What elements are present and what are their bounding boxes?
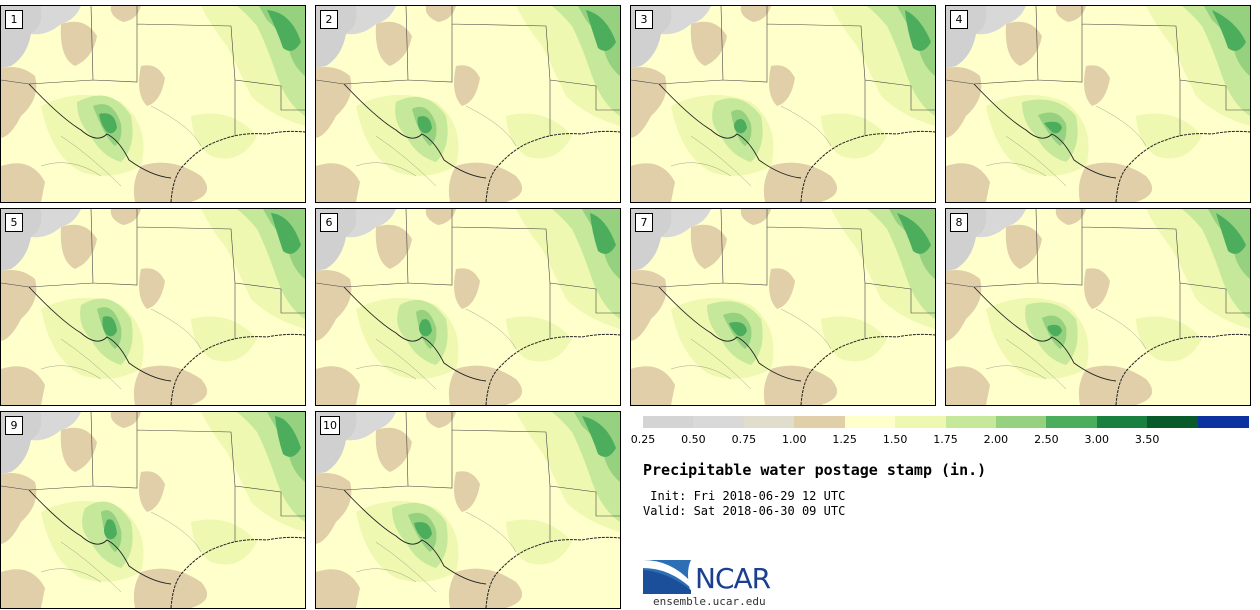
colorbar-segment — [945, 416, 997, 428]
colorbar-segment — [1046, 416, 1098, 428]
map-panel: 8 — [945, 208, 1251, 406]
ncar-logo-icon — [643, 560, 691, 594]
map-panel: 2 — [315, 5, 621, 203]
colorbar-tick-label: 1.75 — [933, 433, 958, 446]
colorbar-tick-label: 1.25 — [832, 433, 857, 446]
panel-number: 6 — [320, 213, 338, 232]
logo-name: NCAR — [695, 562, 771, 595]
panel-number: 2 — [320, 10, 338, 29]
init-time: Init: Fri 2018-06-29 12 UTC — [643, 489, 846, 503]
map-panel: 7 — [630, 208, 936, 406]
map-panel: 6 — [315, 208, 621, 406]
colorbar-segment — [995, 416, 1047, 428]
panel-number: 9 — [5, 416, 23, 435]
colorbar-segment — [794, 416, 846, 428]
colorbar-tick-label: 3.50 — [1134, 433, 1160, 446]
colorbar-segment — [643, 416, 694, 428]
panel-number: 7 — [635, 213, 653, 232]
map-panel: 4 — [945, 5, 1251, 203]
colorbar-segment — [1147, 416, 1199, 428]
panel-number: 1 — [5, 10, 23, 29]
map-panel: 5 — [0, 208, 306, 406]
map-panel: 10 — [315, 411, 621, 609]
map-panel: 3 — [630, 5, 936, 203]
colorbar-tick-label: 2.50 — [1034, 433, 1059, 446]
colorbar-tick-label: 1.00 — [782, 433, 807, 446]
colorbar-segment — [1096, 416, 1148, 428]
map-panel: 9 — [0, 411, 306, 609]
colorbar-tick-label: 1.50 — [882, 433, 908, 446]
panel-number: 3 — [635, 10, 653, 29]
panel-number: 4 — [950, 10, 968, 29]
colorbar-segment — [693, 416, 745, 428]
logo-url: ensemble.ucar.edu — [653, 595, 766, 608]
colorbar-segment — [844, 416, 896, 428]
valid-time: Valid: Sat 2018-06-30 09 UTC — [643, 504, 846, 518]
panel-number: 10 — [320, 416, 340, 435]
map-panel: 1 — [0, 5, 306, 203]
panel-number: 8 — [950, 213, 968, 232]
colorbar-tick-label: 0.50 — [681, 433, 706, 446]
colorbar-segment — [895, 416, 947, 428]
colorbar-tick-label: 0.25 — [630, 433, 656, 446]
colorbar-tick-label: 0.75 — [731, 433, 757, 446]
colorbar-tick-label: 2.00 — [983, 433, 1009, 446]
panel-number: 5 — [5, 213, 23, 232]
colorbar-tick-label: 3.00 — [1084, 433, 1110, 446]
chart-title: Precipitable water postage stamp (in.) — [643, 461, 987, 479]
colorbar-segment — [1197, 416, 1249, 428]
colorbar-segment — [743, 416, 795, 428]
colorbar — [643, 416, 1249, 428]
